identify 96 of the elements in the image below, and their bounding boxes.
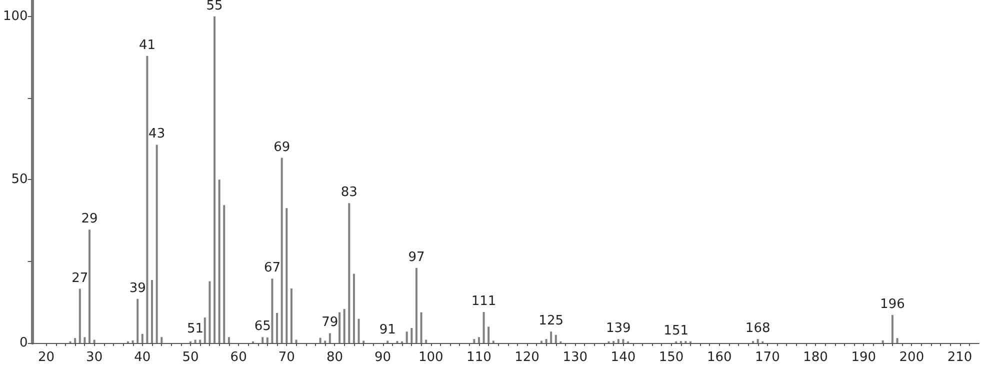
bar: [228, 337, 230, 343]
bar: [276, 312, 278, 343]
annotation: 43: [148, 126, 166, 142]
bar: [358, 318, 360, 343]
y-tick-label: 0: [20, 336, 28, 350]
x-tick-label: 150: [658, 350, 684, 365]
annotation: 151: [664, 323, 689, 338]
annotation: 29: [81, 212, 98, 227]
bar: [156, 144, 158, 343]
annotation: 55: [206, 0, 223, 14]
bar: [406, 332, 408, 343]
annotation: 79: [322, 315, 338, 330]
annotation: 168: [745, 321, 770, 336]
annotation: 83: [340, 185, 358, 200]
x-tick-label: 110: [466, 350, 492, 365]
bar: [319, 338, 322, 343]
bar: [343, 309, 346, 343]
x-tick-label: 100: [418, 350, 444, 365]
bar: [218, 180, 220, 343]
bar: [338, 312, 341, 343]
x-tick-label: 180: [803, 350, 828, 365]
bar: [410, 328, 413, 343]
bar: [214, 16, 216, 343]
annotation: 51: [187, 322, 204, 337]
y-tick-label: 100: [2, 8, 28, 24]
bar: [554, 334, 557, 343]
bar: [93, 340, 96, 343]
bar: [160, 337, 163, 343]
x-tick-label: 170: [755, 350, 780, 365]
bar: [84, 337, 86, 343]
x-tick-label: 20: [38, 350, 55, 365]
bar: [622, 339, 624, 343]
x-tick-label: 70: [278, 350, 295, 365]
bar: [352, 274, 355, 343]
x-tick-label: 40: [134, 350, 151, 365]
bar: [425, 340, 428, 343]
x-tick-label: 200: [899, 350, 924, 365]
x-tick-label: 120: [514, 350, 540, 365]
annotation: 111: [471, 294, 496, 309]
bar: [208, 281, 211, 343]
bar: [286, 208, 288, 343]
bar: [295, 340, 298, 343]
bar: [896, 338, 898, 343]
x-tick-label: 190: [851, 350, 876, 365]
bar: [482, 312, 485, 343]
x-tick-label: 140: [610, 350, 636, 365]
bar: [290, 288, 292, 343]
bar: [280, 158, 283, 343]
bar: [488, 326, 490, 343]
annotation: 139: [606, 321, 631, 336]
bar: [328, 333, 331, 343]
bar: [550, 332, 552, 343]
x-tick-label: 210: [947, 350, 972, 365]
bar: [473, 339, 476, 343]
x-tick-label: 30: [86, 350, 103, 365]
bar: [132, 340, 134, 343]
bar: [136, 298, 139, 343]
annotation: 125: [538, 314, 564, 329]
annotation: 97: [408, 250, 425, 265]
bar: [151, 280, 154, 343]
bar: [262, 337, 264, 343]
bar: [420, 312, 422, 343]
y-tick-label: 50: [11, 172, 28, 188]
annotation: 65: [254, 319, 271, 334]
bar: [348, 203, 350, 343]
x-tick-label: 60: [230, 350, 247, 365]
annotation: 91: [379, 322, 396, 338]
bar: [141, 334, 144, 343]
bar: [146, 56, 148, 343]
annotation: 67: [264, 260, 280, 276]
annotation: 196: [880, 296, 905, 312]
bar: [545, 339, 548, 343]
x-tick-label: 130: [562, 350, 588, 365]
x-tick-label: 90: [374, 350, 392, 365]
x-tick-label: 80: [326, 350, 343, 365]
annotation: 69: [274, 140, 290, 155]
bar: [194, 340, 196, 343]
x-tick-label: 160: [706, 350, 732, 365]
bar: [891, 314, 894, 343]
bar: [223, 205, 226, 343]
bar: [882, 340, 884, 343]
bar: [478, 337, 480, 343]
bar: [271, 278, 274, 343]
annotation: 41: [138, 38, 156, 53]
bar: [74, 338, 76, 343]
bar: [617, 339, 620, 343]
bar: [78, 288, 81, 343]
bar: [204, 318, 206, 343]
bar: [266, 337, 268, 343]
bar: [199, 340, 202, 343]
annotation: 27: [72, 270, 88, 286]
bar: [415, 268, 418, 343]
bar: [88, 230, 91, 343]
annotation: 39: [129, 280, 146, 296]
x-tick-label: 50: [182, 350, 199, 365]
bar: [756, 339, 759, 343]
